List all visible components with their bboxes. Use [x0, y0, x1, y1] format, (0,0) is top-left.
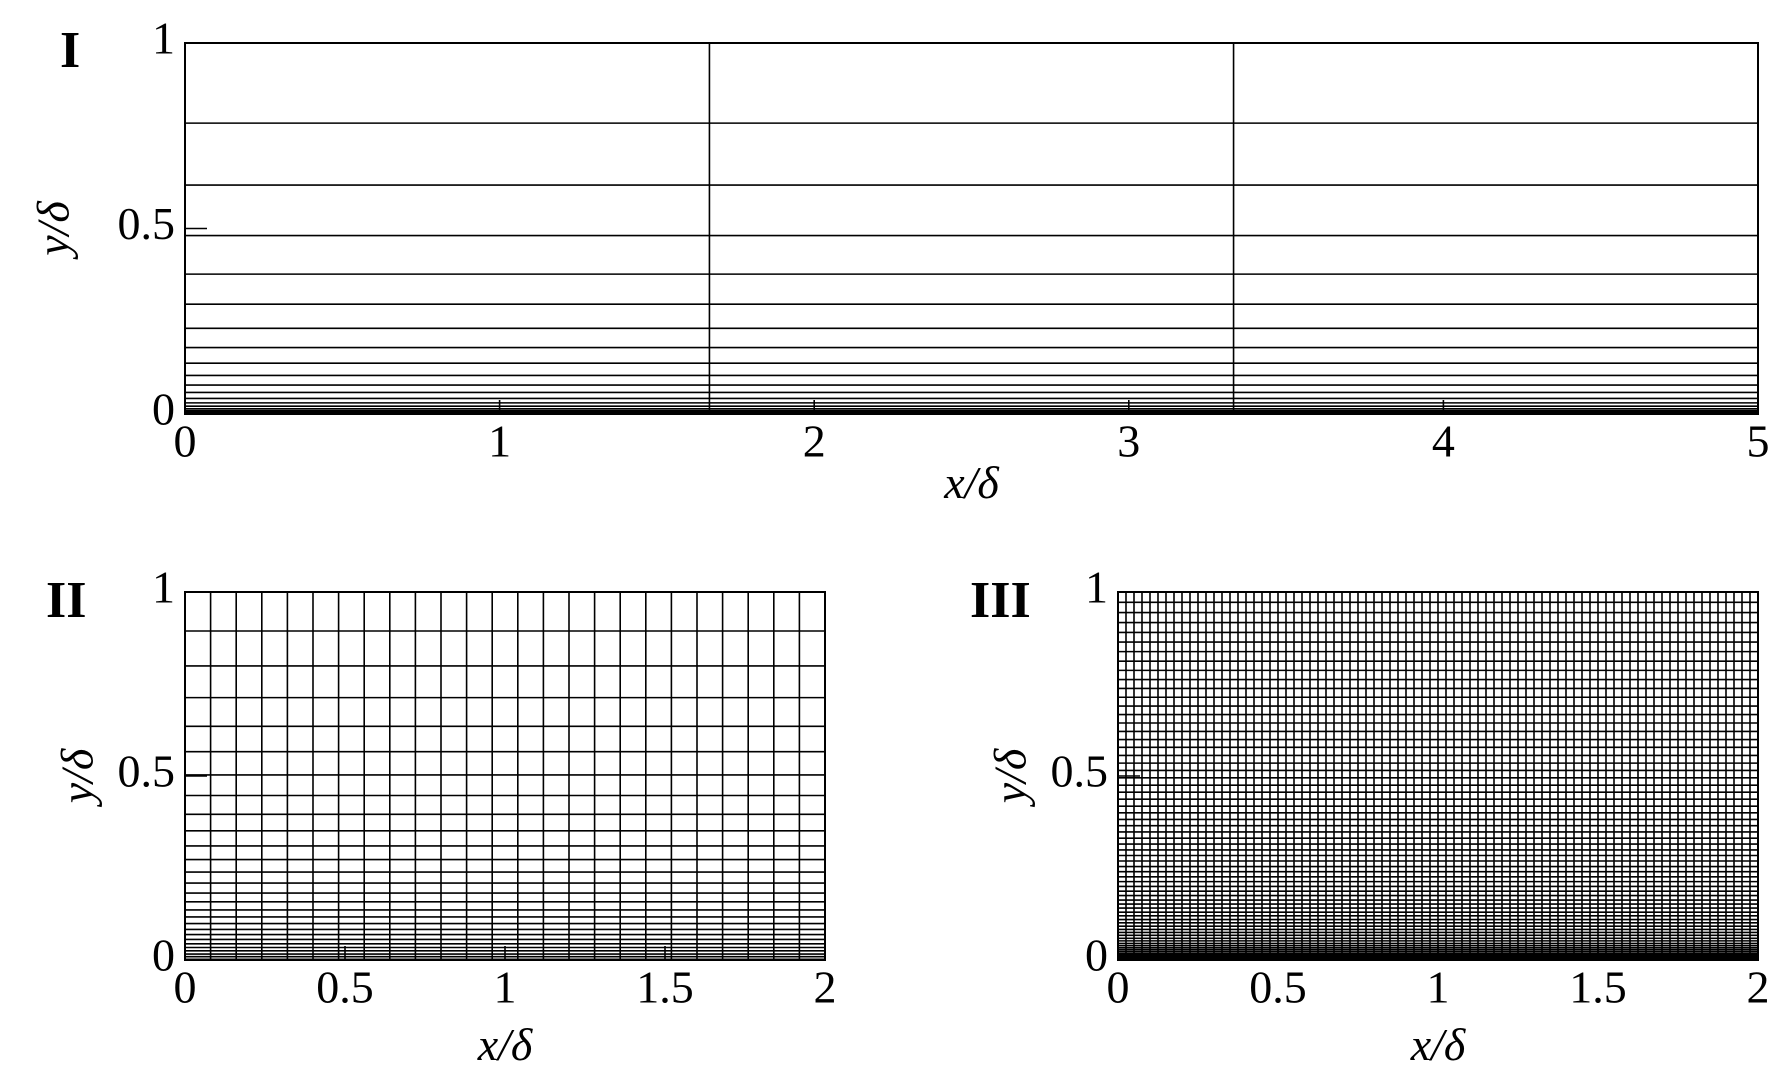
x-tick-label: 4	[1432, 416, 1455, 467]
y-tick-label: 0.5	[118, 198, 176, 249]
x-tick-label: 1	[494, 962, 517, 1013]
y-axis-label: y/δ	[985, 748, 1036, 807]
x-tick-label: 0	[1107, 962, 1130, 1013]
x-tick-label: 1.5	[636, 962, 694, 1013]
x-tick-label: 2	[1747, 962, 1770, 1013]
y-tick-label: 0	[152, 930, 175, 981]
y-tick-label: 0	[1085, 930, 1108, 981]
y-tick-label: 0	[152, 384, 175, 435]
x-tick-label: 0.5	[316, 962, 374, 1013]
y-tick-label: 0.5	[118, 746, 176, 797]
x-tick-label: 1.5	[1569, 962, 1627, 1013]
plot-frame	[184, 42, 1759, 415]
panel-label: III	[970, 572, 1031, 629]
x-axis-label: x/δ	[477, 1019, 533, 1070]
x-tick-label: 0	[174, 416, 197, 467]
x-axis-label: x/δ	[943, 457, 999, 508]
y-tick-label: 1	[152, 13, 175, 64]
x-tick-label: 0.5	[1249, 962, 1307, 1013]
x-tick-label: 5	[1747, 416, 1770, 467]
x-tick-label: 0	[174, 962, 197, 1013]
x-tick-label: 2	[803, 416, 826, 467]
x-tick-label: 1	[1427, 962, 1450, 1013]
y-tick-label: 0.5	[1051, 746, 1109, 797]
plot-frame	[184, 591, 826, 961]
y-tick-label: 1	[152, 562, 175, 613]
x-tick-label: 2	[814, 962, 837, 1013]
y-tick-label: 1	[1085, 562, 1108, 613]
y-axis-label: y/δ	[52, 748, 103, 807]
x-tick-label: 3	[1117, 416, 1140, 467]
panel-label: I	[60, 22, 80, 79]
x-axis-label: x/δ	[1410, 1019, 1466, 1070]
x-tick-label: 1	[488, 416, 511, 467]
panel-label: II	[46, 572, 86, 629]
y-axis-label: y/δ	[28, 201, 79, 260]
